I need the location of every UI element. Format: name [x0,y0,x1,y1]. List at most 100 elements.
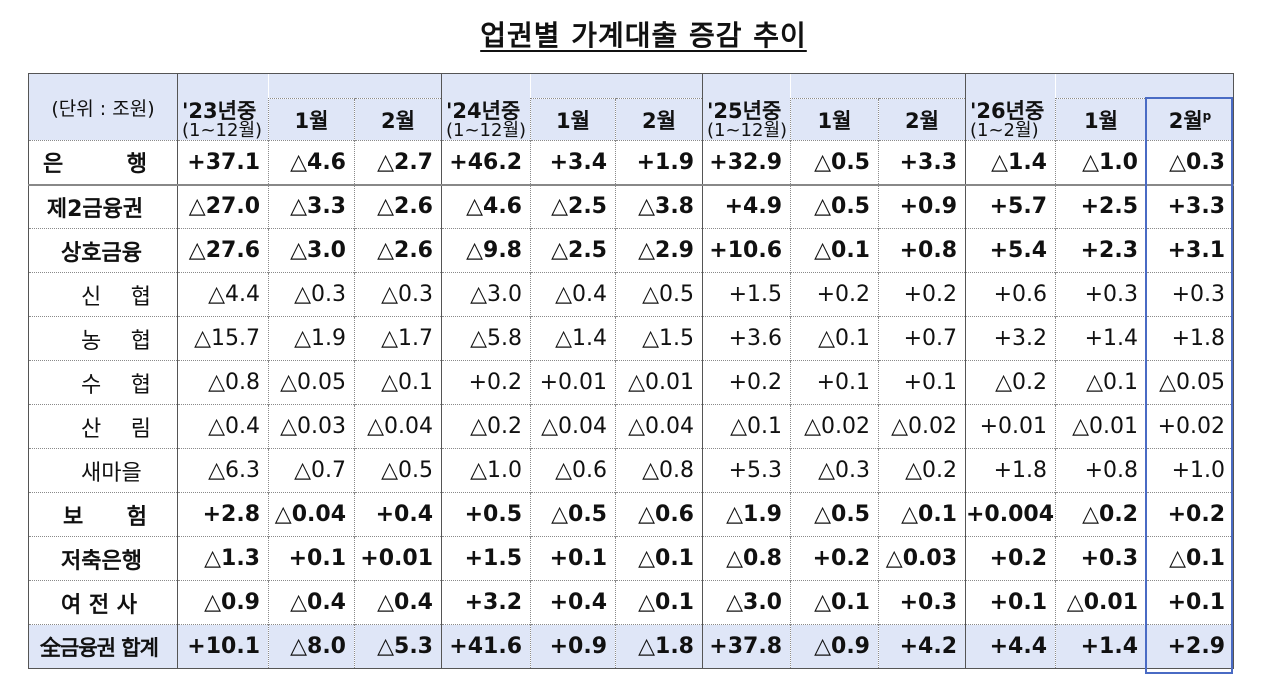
value-cell: △0.03 [268,404,355,449]
table-row: 새마을 △6.3 △0.7 △0.5 △1.0 △0.6 △0.8 +5.3 △0.3 △0.2 +… [28,448,1234,493]
value-cell: +0.3 [1055,536,1147,581]
value-cell: △3.0 [268,228,355,273]
value-cell: △9.8 [441,228,531,273]
month-header: 2월 [354,98,442,141]
row-label-part: 은 [43,152,64,178]
year-header-2025: '25년중 (1~12월) [702,73,791,141]
value-cell: △0.5 [790,184,879,229]
row-label: 저축은행 [28,536,178,581]
total-value-cell: +4.2 [878,624,966,669]
total-value-cell: △0.9 [790,624,879,669]
year-header-2024: '24년중 (1~12월) [441,73,531,141]
value-cell: △0.5 [790,492,879,537]
value-cell: +10.6 [702,228,791,273]
table-row: 신 협 △4.4 △0.3 △0.3 △3.0 △0.4 △0.5 +1.5 +0.2 +0.2 +0… [28,272,1234,317]
table-row: 보 험 +2.8 △0.04 +0.4 +0.5 △0.5 △0.6 △1.9 △0.5 △0.1 +… [28,492,1234,537]
value-cell: +0.1 [790,360,879,405]
value-cell: △2.5 [530,228,616,273]
row-label-part: 행 [126,152,147,178]
value-cell: +1.5 [702,272,791,317]
total-value-cell: △5.3 [354,624,442,669]
value-cell: △0.1 [615,580,703,625]
value-cell: △3.8 [615,184,703,229]
table-row: 은 행 +37.1 △4.6 △2.7 +46.2 +3.4 +1.9 +32.9 △0.5 +3.… [28,140,1234,186]
value-cell: +5.3 [702,448,791,493]
value-cell: +3.6 [702,316,791,361]
row-label-text: 새마을 [81,460,142,486]
value-cell: +0.2 [790,536,879,581]
value-cell: +37.1 [177,140,269,186]
row-label-part: 산 [81,416,102,442]
row-label-part: 험 [126,504,147,530]
value-cell: +46.2 [441,140,531,186]
value-cell: △0.1 [702,404,791,449]
value-cell: △0.04 [615,404,703,449]
value-cell: △2.6 [354,184,442,229]
value-cell: △1.9 [702,492,791,537]
value-cell: +0.01 [354,536,442,581]
total-value-cell: +4.4 [965,624,1056,669]
value-cell: +1.0 [1146,448,1234,493]
value-cell: △0.3 [268,272,355,317]
header-spacer [790,73,966,99]
value-cell: +1.9 [615,140,703,186]
value-cell: +0.3 [1055,272,1147,317]
year-label: '26년중 [970,99,1045,123]
value-cell: +0.1 [878,360,966,405]
value-cell: △0.1 [790,228,879,273]
value-cell: +5.4 [965,228,1056,273]
year-label: '25년중 [707,99,782,123]
row-label-part: 협 [130,328,151,354]
value-cell: △4.6 [268,140,355,186]
value-cell: △4.6 [441,184,531,229]
value-cell: +3.3 [1146,184,1234,229]
value-cell: △0.4 [354,580,442,625]
value-cell: △0.02 [790,404,879,449]
table-row: 농 협 △15.7 △1.9 △1.7 △5.8 △1.4 △1.5 +3.6 △0.1 +0.7 +… [28,316,1234,361]
value-cell: △0.6 [530,448,616,493]
total-value-cell: △1.8 [615,624,703,669]
value-cell: △5.8 [441,316,531,361]
row-label: 여 전 사 [28,580,178,625]
value-cell: +0.8 [878,228,966,273]
value-cell: +0.2 [702,360,791,405]
value-cell: △0.2 [1055,492,1147,537]
value-cell: +0.02 [1146,404,1234,449]
value-cell: +4.9 [702,184,791,229]
total-value-cell: +0.9 [530,624,616,669]
value-cell: △0.04 [354,404,442,449]
table-row: 제2금융권 △27.0 △3.3 △2.6 △4.6 △2.5 △3.8 +4.9 △0.5 +0… [28,184,1234,229]
value-cell: △1.3 [177,536,269,581]
value-cell: +0.4 [530,580,616,625]
value-cell: +0.2 [790,272,879,317]
range-label: (1~12월) [182,120,263,141]
value-cell: △0.05 [268,360,355,405]
household-loan-table: (단위 : 조원) '23년중 (1~12월) '24년중 (1~12월) '2… [28,73,1234,669]
value-cell: △0.04 [530,404,616,449]
value-cell: △3.3 [268,184,355,229]
header-spacer [1055,73,1234,99]
value-cell: △2.5 [530,184,616,229]
value-cell: △0.01 [1055,404,1147,449]
row-label: 상호금융 [28,228,178,273]
total-value-cell: +1.4 [1055,624,1147,669]
value-cell: +1.8 [965,448,1056,493]
value-cell: △0.2 [441,404,531,449]
value-cell: +0.3 [878,580,966,625]
value-cell: +3.2 [441,580,531,625]
year-label: '24년중 [446,99,521,123]
total-value-cell: +10.1 [177,624,269,669]
page-title: 업권별 가계대출 증감 추이 [0,14,1287,54]
value-cell: +1.4 [1055,316,1147,361]
row-label-part: 협 [130,372,151,398]
value-cell: +0.5 [441,492,531,537]
value-cell: +2.5 [1055,184,1147,229]
month-header: 2월 [615,98,703,141]
value-cell: +0.004 [965,492,1056,537]
month-header: 2월 [878,98,966,141]
row-label-text: 상호금융 [61,240,142,266]
row-label-part: 림 [130,416,151,442]
value-cell: △0.4 [530,272,616,317]
header-spacer [530,73,703,99]
value-cell: +0.1 [965,580,1056,625]
